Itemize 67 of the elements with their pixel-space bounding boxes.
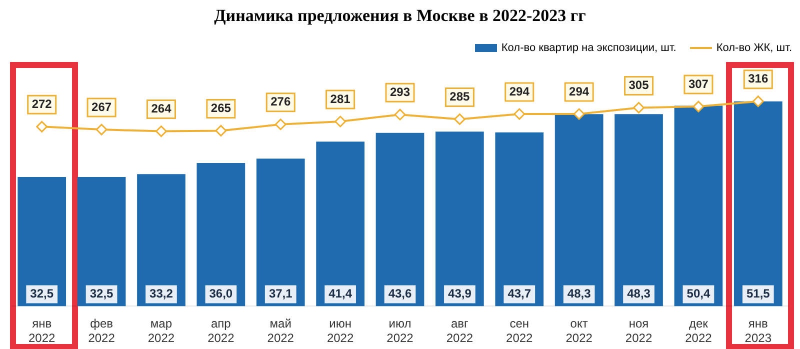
point <box>514 108 526 120</box>
data-label: 51,5 <box>746 286 770 301</box>
data-label: 50,4 <box>686 286 710 301</box>
data-label: 293 <box>390 84 410 99</box>
data-label: 285 <box>450 90 470 104</box>
data-label: 305 <box>628 78 650 92</box>
point <box>692 100 704 112</box>
bar <box>554 114 604 306</box>
bar <box>196 163 246 306</box>
bar <box>614 114 663 306</box>
bar <box>376 132 424 306</box>
point <box>155 126 167 138</box>
x-tick-label: июл 2022 <box>386 316 414 346</box>
point <box>334 116 346 128</box>
point <box>454 113 466 125</box>
data-label: 41,4 <box>328 286 352 301</box>
point <box>36 120 48 132</box>
data-label: 43,6 <box>388 286 412 301</box>
data-label: 316 <box>748 72 768 86</box>
bar <box>674 106 723 306</box>
data-label: 32,5 <box>30 286 54 301</box>
bar <box>734 101 782 306</box>
x-tick-label: янв 2023 <box>744 316 772 346</box>
data-label: 43,7 <box>508 286 532 301</box>
x-tick-label: окт 2022 <box>566 316 593 346</box>
data-label: 48,3 <box>627 286 651 301</box>
point <box>96 124 108 136</box>
data-label: 281 <box>330 92 351 106</box>
data-label: 43,9 <box>448 286 472 301</box>
point <box>633 102 645 114</box>
legend-label: Кол-во квартир на экспозиции, шт. <box>501 42 676 54</box>
data-label: 32,5 <box>90 286 114 301</box>
bar <box>137 174 186 306</box>
x-tick-label: май 2022 <box>267 316 294 346</box>
data-label: 294 <box>509 84 530 98</box>
data-label: 265 <box>210 101 232 116</box>
bar <box>436 132 484 306</box>
x-tick-label: янв 2022 <box>28 316 56 346</box>
data-label: 307 <box>688 76 709 91</box>
bar <box>316 142 364 306</box>
data-label: 37,1 <box>268 286 293 301</box>
chart-title: Динамика предложения в Москве в 2022-2023 гг <box>213 6 587 26</box>
x-tick-label: авг 2022 <box>446 316 474 346</box>
data-label: 267 <box>92 100 112 114</box>
data-label: 48,3 <box>567 286 592 301</box>
x-tick-label: июн 2022 <box>326 316 354 346</box>
x-tick-label: сен 2022 <box>506 316 534 346</box>
x-tick-label: фев 2022 <box>88 316 116 346</box>
x-tick-label: апр 2022 <box>208 316 235 346</box>
data-label: 33,2 <box>150 286 174 301</box>
data-label: 276 <box>270 94 291 109</box>
point <box>394 108 406 120</box>
point <box>274 118 286 130</box>
legend-label: Кол-во ЖК, шт. <box>716 42 792 54</box>
bar <box>495 132 544 306</box>
bar <box>256 158 305 306</box>
x-tick-label: ноя 2022 <box>625 316 652 346</box>
data-label: 294 <box>569 84 590 98</box>
x-tick-label: дек 2022 <box>685 316 712 346</box>
data-label: 36,0 <box>209 286 233 301</box>
bar <box>18 176 66 306</box>
data-label: 264 <box>151 102 172 116</box>
point <box>215 124 227 136</box>
point <box>573 108 585 120</box>
x-tick-label: мар 2022 <box>148 316 175 346</box>
point <box>752 96 764 108</box>
data-label: 272 <box>32 96 52 111</box>
